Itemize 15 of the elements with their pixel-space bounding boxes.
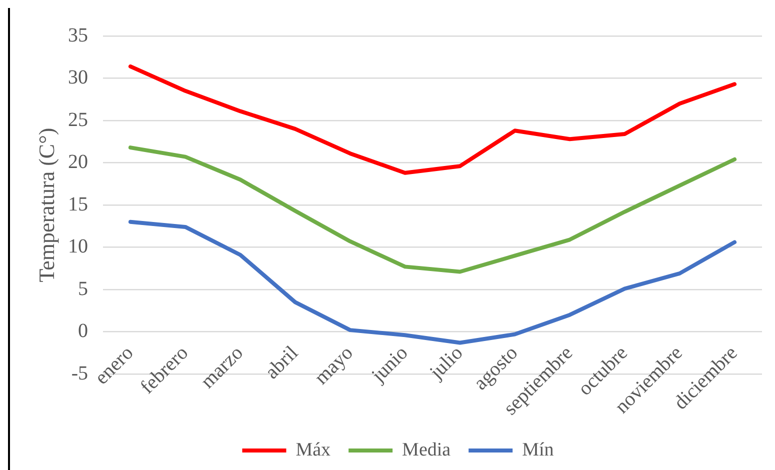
legend-label: Mín xyxy=(522,439,554,460)
y-tick-label: 15 xyxy=(68,193,88,216)
y-axis-title: Temperatura (C°) xyxy=(34,128,59,282)
y-tick-label: 30 xyxy=(68,66,88,88)
legend-label: Media xyxy=(402,439,452,460)
y-tick-label: 5 xyxy=(78,278,88,300)
y-tick-label: 25 xyxy=(68,108,88,131)
y-tick-label: 10 xyxy=(68,236,88,258)
x-tick-label: abril xyxy=(260,342,303,384)
x-tick-label: julio xyxy=(425,342,468,384)
y-tick-label: 35 xyxy=(68,24,88,46)
y-tick-label: -5 xyxy=(71,362,88,384)
y-tick-label: 0 xyxy=(78,320,88,342)
y-tick-label: 20 xyxy=(68,151,88,173)
legend-label: Máx xyxy=(296,439,332,460)
